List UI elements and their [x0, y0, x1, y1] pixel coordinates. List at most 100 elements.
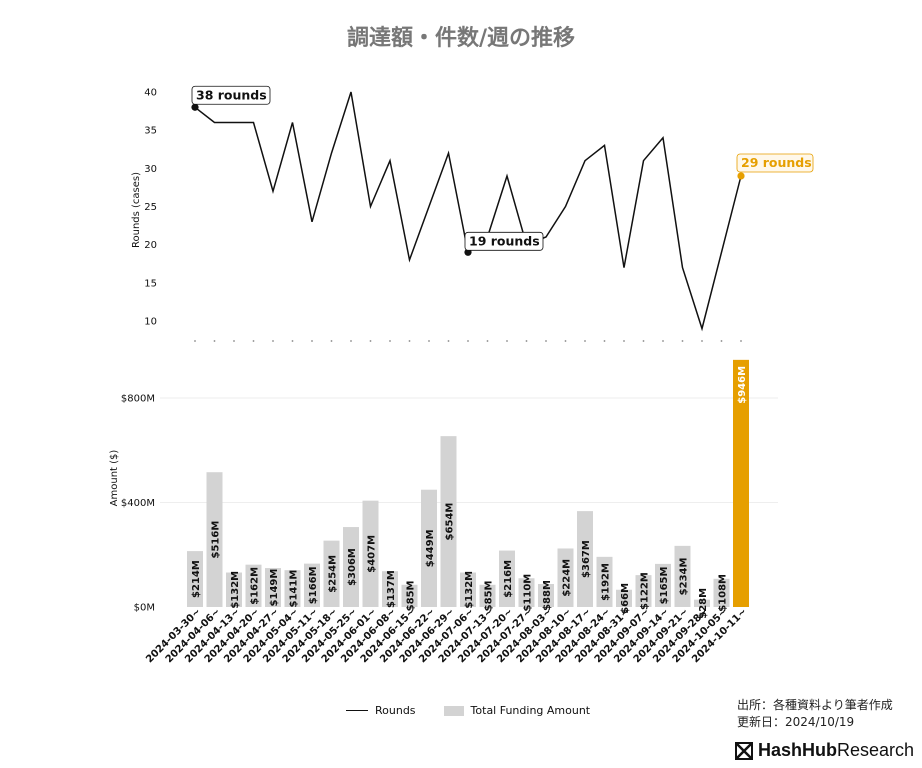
- bar-value-label: $192M: [601, 563, 612, 601]
- line-y-tick-label: 10: [144, 317, 157, 328]
- funding-bar: [323, 540, 340, 607]
- legend-line-swatch: [346, 710, 368, 711]
- funding-bar: [206, 472, 223, 607]
- brand-name-bold: HashHub: [758, 740, 838, 760]
- line-x-tick-dot: [350, 340, 352, 342]
- legend-bar-swatch: [443, 705, 464, 716]
- line-x-tick-dot: [272, 340, 274, 342]
- line-y-axis-label: Rounds (cases): [131, 172, 142, 248]
- funding-bar: [401, 584, 418, 607]
- funding-bar: [499, 550, 515, 607]
- line-x-tick-dot: [447, 340, 450, 342]
- funding-bar: [343, 527, 359, 607]
- source-note: 出所：各種資料より筆者作成 更新日：2024/10/19: [737, 697, 893, 731]
- chart-title: 調達額・件数/週の推移: [346, 25, 576, 51]
- bar-value-label: $66M: [620, 583, 631, 614]
- funding-bar: [265, 568, 281, 607]
- updated-line: 更新日：2024/10/19: [737, 715, 855, 729]
- line-x-tick-dot: [428, 340, 430, 342]
- funding-bar: [245, 564, 262, 607]
- bar-y-tick-label: $0M: [134, 603, 155, 614]
- legend: Rounds Total Funding Amount: [346, 704, 590, 717]
- bar-value-label: $141M: [289, 570, 300, 608]
- line-x-tick-dot: [311, 340, 313, 342]
- funding-bar: [440, 436, 457, 607]
- annotation-label: 38 rounds: [196, 87, 267, 102]
- bar-value-label: $654M: [445, 503, 456, 541]
- bar-y-tick-label: $800M: [121, 394, 155, 405]
- bar-value-label: $166M: [308, 566, 319, 604]
- line-x-tick-dot: [545, 340, 547, 342]
- annotation-label: 29 rounds: [741, 155, 812, 170]
- annotation-label: 19 rounds: [469, 233, 540, 248]
- line-x-tick-dot: [642, 340, 645, 342]
- funding-bar: [421, 489, 437, 607]
- bar-value-label: $449M: [425, 529, 436, 567]
- line-x-tick-dot: [467, 340, 469, 342]
- funding-bar: [577, 511, 593, 607]
- brand-name-light: Research: [837, 740, 915, 760]
- funding-bar: [382, 571, 398, 607]
- line-x-tick-dot: [720, 340, 723, 342]
- source-line: 出所：各種資料より筆者作成: [737, 698, 893, 712]
- funding-bar: [518, 578, 535, 607]
- line-x-tick-dot: [603, 340, 606, 342]
- funding-bar: [187, 551, 203, 607]
- funding-bar: [460, 572, 476, 607]
- line-y-tick-label: 30: [144, 164, 157, 175]
- brand-logo: HashHub Research: [735, 740, 914, 761]
- bar-value-label: $149M: [269, 569, 280, 607]
- funding-bar: [362, 500, 379, 607]
- bar-y-tick-label: $400M: [121, 498, 155, 509]
- line-x-tick-dot: [486, 340, 489, 342]
- annotation-box: [464, 231, 544, 251]
- funding-bar: [713, 578, 730, 607]
- line-x-tick-dot: [740, 340, 742, 342]
- bar-value-label: $88M: [542, 580, 553, 611]
- funding-bar: [733, 359, 749, 607]
- legend-funding-label: Total Funding Amount: [470, 704, 591, 717]
- annotation-marker: [191, 103, 199, 111]
- legend-rounds-label: Rounds: [375, 704, 416, 717]
- line-x-tick-dot: [662, 340, 664, 342]
- bar-value-label: $224M: [562, 559, 573, 597]
- line-x-tick-dot: [506, 340, 508, 342]
- line-y-tick-label: 40: [144, 88, 157, 99]
- line-x-tick-dot: [213, 340, 216, 342]
- bar-value-label: $85M: [484, 580, 495, 611]
- line-y-tick-label: 20: [144, 240, 157, 251]
- funding-bar: [284, 570, 301, 607]
- bar-value-label: $367M: [581, 540, 592, 578]
- bar-value-label: $162M: [250, 567, 261, 605]
- funding-bar: [596, 556, 613, 607]
- line-x-tick-dot: [194, 340, 196, 342]
- bar-y-axis-label: Amount ($): [109, 450, 120, 507]
- funding-bar: [694, 599, 710, 607]
- line-y-tick-label: 15: [144, 278, 157, 289]
- bar-value-label: $165M: [659, 567, 670, 605]
- funding-bar: [557, 548, 574, 607]
- line-x-tick-dot: [525, 340, 528, 342]
- line-x-tick-dot: [564, 340, 567, 342]
- line-x-tick-dot: [291, 340, 294, 342]
- funding-bar: [616, 589, 632, 607]
- bar-value-label: $132M: [464, 571, 475, 609]
- line-x-tick-dot: [252, 340, 255, 342]
- hashhub-logo-icon: [735, 741, 753, 760]
- line-x-tick-dot: [681, 340, 684, 342]
- line-x-tick-dot: [623, 340, 625, 342]
- line-x-tick-dot: [701, 340, 703, 342]
- line-x-tick-dot: [584, 340, 586, 342]
- bar-value-label: $254M: [328, 555, 339, 593]
- funding-bar: [304, 563, 320, 607]
- bar-value-label: $108M: [718, 574, 729, 612]
- line-x-tick-dot: [369, 340, 372, 342]
- bar-value-label: $234M: [679, 558, 690, 596]
- funding-bar: [479, 584, 496, 607]
- bar-value-label: $516M: [211, 521, 222, 559]
- funding-bar: [226, 572, 242, 607]
- bar-value-label: $28M: [698, 588, 709, 619]
- bar-value-label: $214M: [191, 560, 202, 598]
- line-x-tick-dot: [330, 340, 333, 342]
